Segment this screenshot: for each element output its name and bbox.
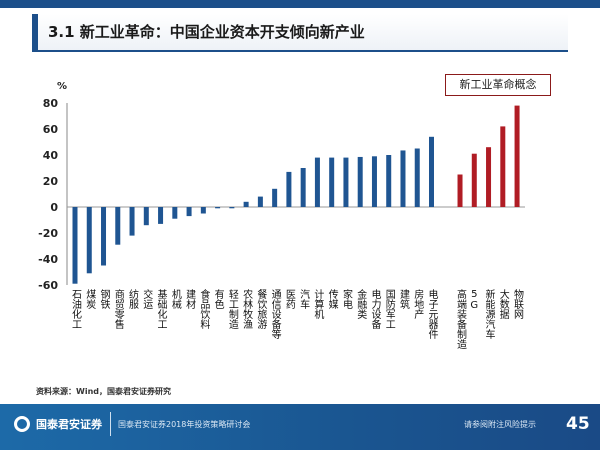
bar	[457, 174, 463, 207]
x-tick-label: 食品饮料	[198, 288, 210, 330]
x-tick-label: 电力设备	[369, 288, 381, 330]
bar	[129, 207, 135, 236]
bar	[86, 207, 92, 274]
x-tick-label: 建筑	[397, 288, 409, 309]
x-tick-label: 钢铁	[98, 288, 110, 310]
title-bar	[32, 14, 568, 52]
bar	[371, 156, 377, 207]
y-tick-label: -40	[38, 253, 58, 266]
bar	[286, 171, 292, 207]
bar	[414, 148, 420, 207]
source-note: 资料来源：Wind，国泰君安证券研究	[36, 387, 171, 396]
x-tick-label: 石油化工	[70, 289, 82, 329]
risk-notice: 请参阅附注风险提示	[464, 420, 536, 429]
x-tick-label: 纺服	[127, 288, 139, 310]
bar	[500, 126, 506, 207]
bar	[115, 207, 121, 245]
y-tick-label: 20	[43, 175, 59, 188]
x-tick-label: 机械	[169, 288, 181, 310]
bar	[257, 196, 263, 207]
bar	[400, 150, 406, 207]
footer-band	[0, 404, 600, 450]
bar	[300, 168, 306, 207]
bar-chart: % 80 60 40 20 0 -20 -40 -60 石油化工 煤炭 钢铁 商贸零售 纺服 交运 基础化工机…	[38, 81, 525, 349]
bar	[215, 207, 221, 209]
y-axis-unit: %	[57, 81, 67, 92]
bar	[486, 147, 492, 207]
x-tick-label: 计算机	[312, 288, 324, 320]
x-tick-label: 家电	[340, 288, 352, 309]
x-tick-label: 煤炭	[84, 288, 96, 310]
x-tick-label: 建材	[184, 288, 196, 309]
bar	[314, 157, 320, 207]
x-tick-label: 电子元器件	[426, 288, 438, 340]
bar	[272, 188, 278, 207]
bar	[143, 207, 149, 226]
x-tick-label: 汽车	[298, 288, 310, 310]
x-tick-label: 5G	[469, 289, 480, 311]
footer-divider	[110, 412, 111, 436]
brand-name: 国泰君安证券	[36, 418, 102, 431]
title-accent	[32, 14, 38, 50]
bar	[514, 105, 520, 207]
bar	[172, 207, 178, 219]
bar	[471, 153, 477, 207]
x-tick-label: 农林牧渔	[241, 288, 253, 330]
brand-logo-icon	[14, 416, 30, 432]
x-tick-label: 新能源汽车	[483, 288, 495, 340]
y-tick-label: 60	[43, 123, 59, 136]
x-tick-label: 医药	[283, 289, 295, 310]
y-tick-label: 40	[43, 149, 59, 162]
event-name: 国泰君安证券2018年投资策略研讨会	[118, 420, 251, 429]
x-tick-label: 商贸零售	[112, 288, 124, 330]
bar	[429, 136, 434, 207]
new-industry-annotation: 新工业革命概念	[445, 74, 551, 96]
slide-title: 3.1 新工业革命：中国企业资本开支倾向新产业	[48, 23, 365, 41]
x-tick-label: 高端装备制造	[455, 288, 467, 349]
page-number: 45	[566, 414, 590, 434]
x-tick-label: 餐饮旅游	[255, 288, 267, 330]
x-tick-label: 房地产	[412, 288, 424, 320]
x-tick-label: 有色	[212, 288, 224, 309]
x-tick-label: 物联网	[512, 288, 524, 320]
x-tick-label: 国防军工	[383, 289, 395, 329]
y-tick-label: 80	[43, 97, 59, 110]
x-tick-label: 基础化工	[155, 288, 167, 329]
bar	[357, 156, 363, 207]
bar	[72, 207, 78, 284]
x-tick-label: 大数据	[497, 288, 509, 320]
bar	[101, 207, 107, 266]
x-tick-label: 轻工制造	[226, 288, 238, 329]
bar	[229, 207, 235, 209]
y-tick-label: -60	[38, 279, 58, 292]
x-tick-label: 传媒	[326, 289, 338, 310]
x-tick-label: 交运	[141, 288, 153, 310]
bar	[200, 207, 206, 214]
bar	[329, 157, 335, 207]
top-bar	[0, 0, 600, 8]
bar	[386, 155, 392, 207]
y-tick-label: -20	[38, 227, 58, 240]
bar	[343, 157, 349, 207]
bar	[186, 207, 192, 217]
bar	[243, 201, 249, 207]
x-tick-label: 金融类	[355, 288, 367, 320]
x-tick-label: 通信设备等	[269, 289, 281, 339]
bar	[158, 207, 164, 224]
y-tick-label: 0	[50, 201, 58, 214]
